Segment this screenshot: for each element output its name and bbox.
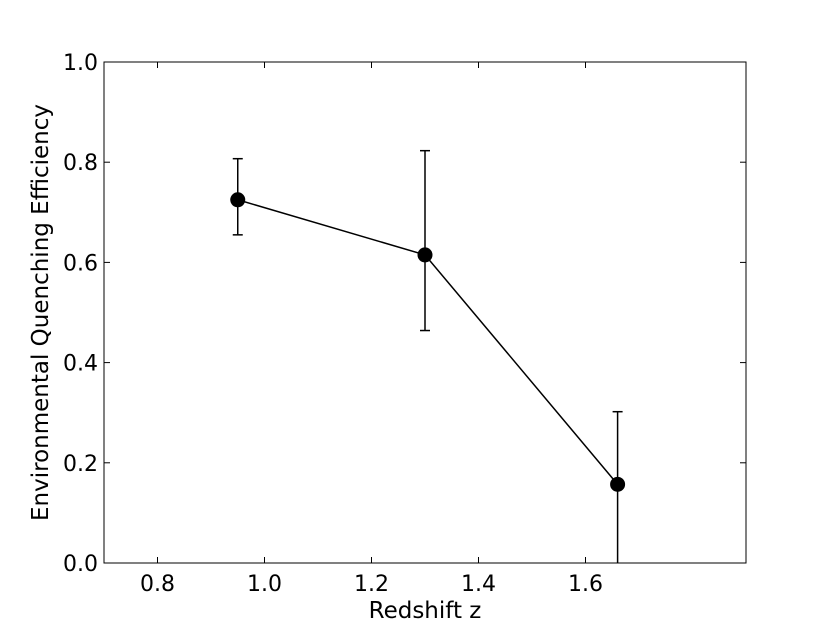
x-tick-label: 1.0 — [247, 572, 282, 597]
x-tick-label: 1.4 — [461, 572, 496, 597]
y-tick-label: 0.0 — [63, 552, 98, 577]
data-point — [610, 476, 626, 492]
y-tick-label: 0.6 — [63, 251, 98, 276]
y-tick-label: 0.4 — [63, 352, 98, 377]
series — [230, 149, 626, 563]
x-axis-title: Redshift z — [369, 598, 482, 624]
y-tick-label: 1.0 — [63, 51, 98, 76]
y-tick-label: 0.8 — [63, 151, 98, 176]
data-point — [230, 192, 246, 208]
y-axis-title: Environmental Quenching Efficiency — [28, 104, 54, 521]
tick-labels: 0.8 1.0 1.2 1.4 1.6 0.0 0.2 0.4 0.6 0.8 1.0 — [63, 51, 603, 597]
x-tick-label: 1.2 — [354, 572, 389, 597]
x-tick-label: 0.8 — [140, 572, 175, 597]
plot-frame — [103, 61, 747, 564]
y-tick-label: 0.2 — [63, 452, 98, 477]
x-tick-label: 1.6 — [568, 572, 603, 597]
data-point — [417, 247, 433, 263]
